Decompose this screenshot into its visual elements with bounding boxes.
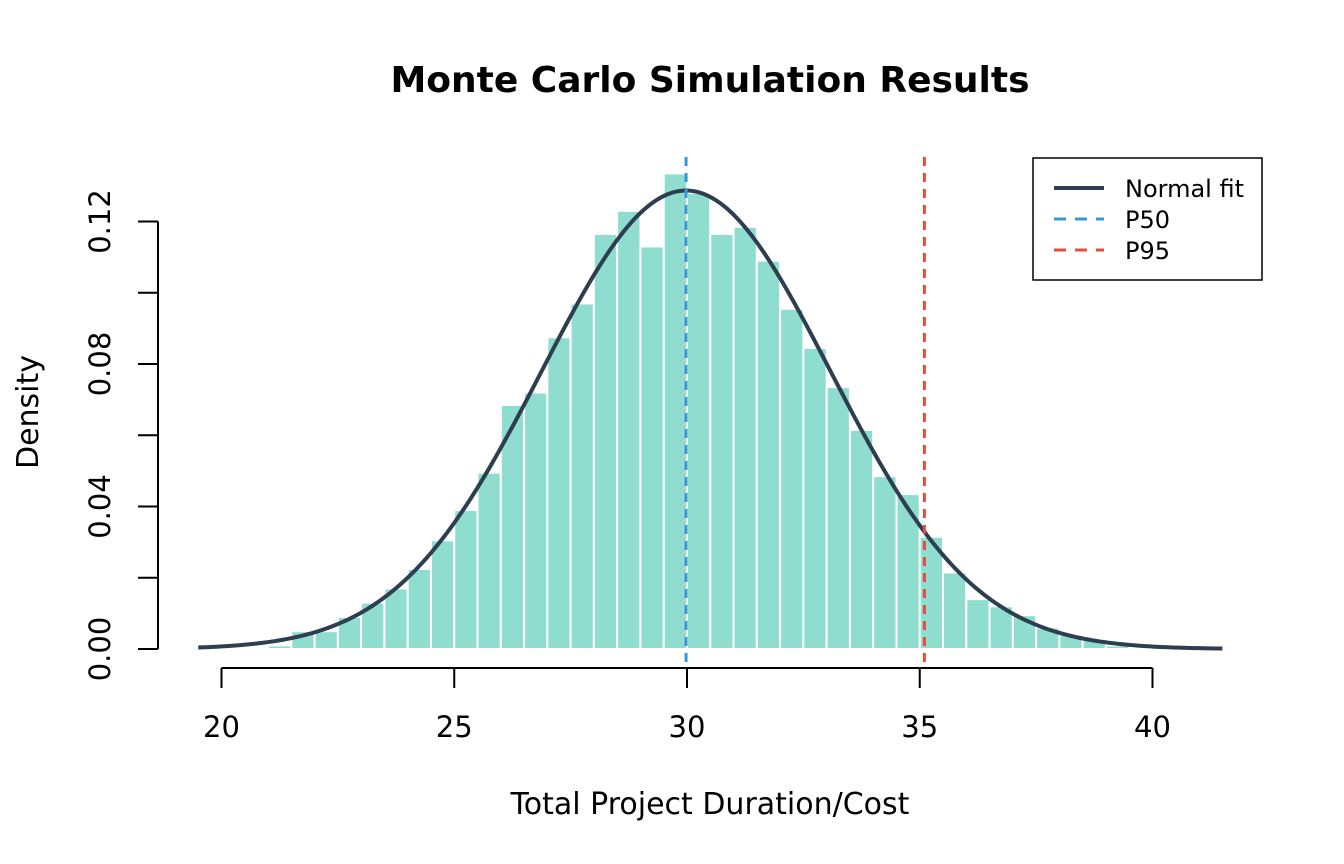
histogram-bar <box>592 232 619 650</box>
y-tick-label: 0.12 <box>83 189 117 254</box>
histogram-bar <box>965 598 991 650</box>
legend-label: P95 <box>1125 237 1170 265</box>
chart-title: Monte Carlo Simulation Results <box>390 60 1029 101</box>
y-axis-label: Density <box>11 355 46 469</box>
histogram-bar <box>639 245 665 650</box>
histogram-bars <box>267 172 1131 650</box>
histogram-bar <box>453 509 479 650</box>
histogram-bar <box>942 571 968 650</box>
x-tick-label: 35 <box>901 710 938 744</box>
histogram-bar <box>709 232 735 650</box>
legend-label: Normal fit <box>1125 175 1244 203</box>
normal-fit-layer <box>198 188 1223 651</box>
histogram-bar <box>267 644 293 650</box>
y-axis: 0.00 0.04 0.08 0.12 <box>83 189 159 682</box>
y-tick-label: 0.04 <box>83 474 117 539</box>
normal-fit-curve <box>198 188 1223 651</box>
histogram-bar <box>523 391 549 650</box>
histogram-bar <box>406 567 432 650</box>
y-tick-label: 0.00 <box>83 617 117 682</box>
x-tick-label: 40 <box>1134 710 1171 744</box>
histogram-bar <box>569 302 595 650</box>
histogram-bar <box>779 307 805 650</box>
histogram-bar <box>383 587 409 650</box>
histogram-bar <box>802 346 828 650</box>
legend-box <box>1032 157 1263 281</box>
x-tick-label: 25 <box>436 710 473 744</box>
histogram-bar <box>872 475 898 650</box>
histogram-bar <box>662 172 688 650</box>
reference-lines <box>684 157 926 668</box>
histogram-bar <box>313 630 339 650</box>
histogram-bar <box>429 539 456 650</box>
x-tick-label: 20 <box>203 710 240 744</box>
histogram-bar <box>616 209 642 650</box>
x-tick-label: 30 <box>669 710 706 744</box>
histogram-bar <box>825 386 851 650</box>
x-axis: 20 25 30 35 40 <box>203 667 1171 744</box>
x-axis-label: Total Project Duration/Cost <box>510 787 910 822</box>
histogram-bar <box>476 471 502 650</box>
histogram-bar <box>546 336 572 650</box>
y-tick-label: 0.08 <box>83 332 117 397</box>
legend-label: P50 <box>1125 206 1170 234</box>
histogram-bar <box>686 192 712 650</box>
histogram-bar <box>848 428 875 650</box>
legend: Normal fit P50 P95 <box>1032 157 1263 281</box>
histogram-bar <box>755 259 782 650</box>
histogram-bar <box>732 225 758 650</box>
